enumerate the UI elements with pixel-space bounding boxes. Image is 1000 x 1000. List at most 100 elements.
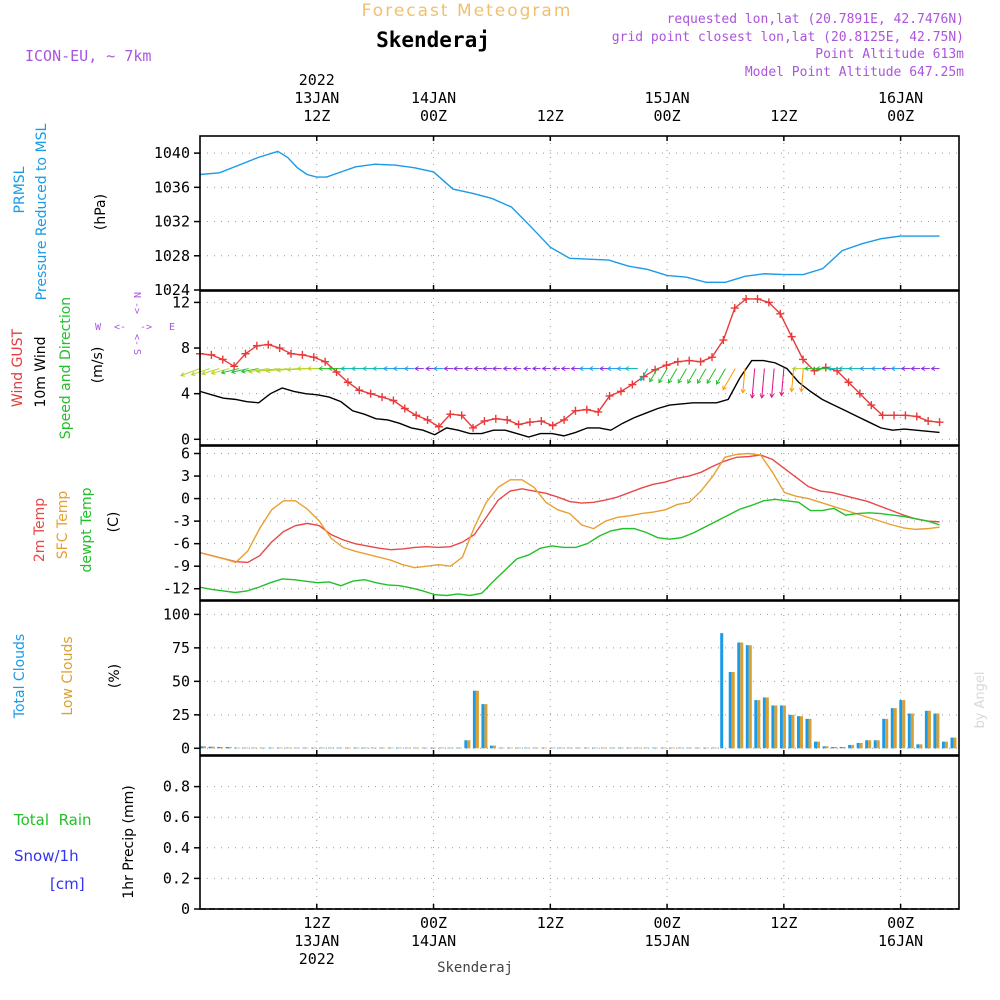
cloud-bar-total_cloud: [754, 700, 758, 749]
gust-marker: [616, 387, 625, 396]
cloud-bar-low_cloud: [697, 747, 701, 749]
series-line-temp2m: [199, 454, 940, 564]
gust-marker: [764, 298, 773, 307]
cloud-bar-total_cloud: [950, 737, 954, 749]
gust-marker: [264, 340, 273, 349]
wind-arrow-head: [220, 369, 226, 375]
cloud-bar-total_cloud: [327, 747, 331, 749]
wind-arrow-head: [930, 366, 936, 372]
ytick-label: 1028: [154, 247, 190, 265]
prmsl-label: PRMSL: [12, 166, 28, 213]
cloud-bar-total_cloud: [310, 747, 314, 749]
cloud-bar-low_cloud: [834, 746, 838, 749]
gust-marker: [446, 410, 455, 419]
gust-marker: [378, 393, 387, 402]
cloud-bar-total_cloud: [660, 747, 664, 749]
gust-marker: [252, 341, 261, 350]
cloud-bar-total_cloud: [831, 746, 835, 749]
compass-e: E: [169, 322, 175, 333]
cloud-bar-low_cloud: [339, 747, 343, 749]
bottom-time-label: 12Z: [537, 914, 564, 932]
cloud-bar-total_cloud: [609, 747, 613, 749]
gust-marker: [400, 404, 409, 413]
wind-arrow-head: [900, 366, 906, 372]
cloud-bar-total_cloud: [242, 747, 246, 749]
cloud-bar-total_cloud: [788, 714, 792, 749]
panel-wind: 0 4 8 12: [172, 290, 960, 448]
requested-coords: requested lon,lat (20.7891E, 42.7476N): [667, 12, 964, 27]
cloud-bar-total_cloud: [276, 747, 280, 749]
compass-arrow-w: <-: [114, 322, 126, 333]
gust-marker: [343, 378, 352, 387]
cloud-bar-total_cloud: [634, 747, 638, 749]
cloud-bar-total_cloud: [336, 747, 340, 749]
cloud-bar-low_cloud: [586, 747, 590, 749]
cloud-bar-low_cloud: [672, 747, 676, 749]
ytick-label: 0: [181, 430, 190, 448]
wind-arrow-head: [552, 366, 557, 372]
wind-arrow-head: [318, 366, 323, 372]
gust-marker: [685, 356, 694, 365]
cloud-bar-total_cloud: [583, 747, 587, 749]
gust-marker: [309, 353, 318, 362]
cloud-bar-total_cloud: [907, 713, 911, 749]
wind-arrow: [231, 368, 249, 373]
wind-arrow-head: [512, 366, 518, 372]
cloud-bar-total_cloud: [899, 700, 903, 749]
cloud-bar-total_cloud: [865, 740, 869, 749]
wind-arrow: [751, 368, 756, 398]
cloud-bar-low_cloud: [271, 747, 275, 749]
ytick-label: 6: [181, 445, 190, 463]
ytick-label: 0: [181, 490, 190, 508]
cloud-bar-total_cloud: [370, 747, 374, 749]
wind-arrow: [658, 368, 668, 383]
ytick-label: 75: [172, 639, 190, 657]
cloud-bar-total_cloud: [805, 718, 809, 749]
wind-arrow-head: [599, 366, 604, 372]
ytick-label: 3: [181, 467, 190, 485]
cloud-bar-low_cloud: [808, 718, 812, 749]
top-time-label: 12Z: [303, 107, 330, 125]
cloud-bar-low_cloud: [851, 744, 855, 749]
wind-unit: (m/s): [90, 347, 106, 384]
cloud-bar-total_cloud: [489, 745, 493, 749]
ytick-label: 4: [181, 385, 190, 403]
compass-arrow-n: ->: [131, 302, 142, 314]
wind-arrow: [201, 368, 220, 375]
cloud-bar-total_cloud: [848, 744, 852, 749]
series-line-gust: [199, 298, 940, 429]
station-name: Skenderaj: [376, 28, 490, 52]
wind-arrow: [791, 368, 795, 392]
gust-marker: [867, 401, 876, 410]
ytick-label: 1032: [154, 213, 190, 231]
cloud-bar-low_cloud: [527, 747, 531, 749]
ytick-label: 0: [181, 900, 190, 918]
cloud-bar-low_cloud: [612, 747, 616, 749]
bottom-time-label: 00Z: [420, 914, 447, 932]
wind-arrow-head: [541, 366, 547, 372]
cloud-bar-low_cloud: [578, 747, 582, 749]
cloud-bar-low_cloud: [518, 747, 522, 749]
gust-marker: [514, 420, 523, 429]
cloud-bar-low_cloud: [876, 740, 880, 749]
gust-marker: [582, 405, 591, 414]
pressure-labels: PRMSL Pressure Reduced to MSL (hPa): [12, 123, 109, 300]
gust-marker: [469, 423, 478, 432]
wind-arrow-head: [606, 366, 612, 372]
cloud-bar-total_cloud: [524, 747, 528, 749]
wind-labels: Wind GUST 10m Wind Speed and Direction (…: [10, 292, 175, 439]
cloud-bar-low_cloud: [416, 747, 420, 749]
cloud-bar-low_cloud: [731, 671, 735, 749]
gust-marker: [287, 349, 296, 358]
wind-arrow-head: [687, 379, 692, 385]
temp2m-label: 2m Temp: [32, 498, 48, 562]
panel-frame: [199, 290, 960, 446]
gust-marker: [525, 418, 534, 427]
panel-temp: -12 -9 -6 -3 0 3 6: [163, 445, 960, 601]
wind-arrow-head: [201, 370, 207, 376]
cloud-bar-low_cloud: [458, 747, 462, 749]
cloud-bar-low_cloud: [859, 742, 863, 749]
gust-marker: [799, 355, 808, 364]
cloud-bar-low_cloud: [825, 746, 829, 749]
cloud-bar-total_cloud: [217, 746, 221, 749]
